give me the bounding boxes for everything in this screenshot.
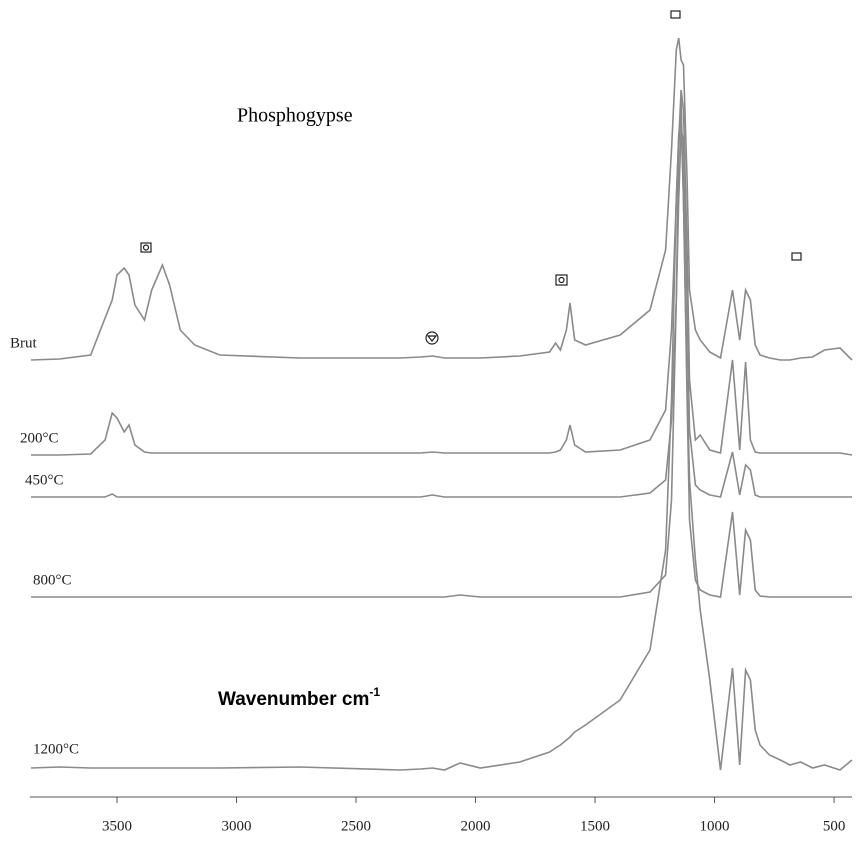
x-tick-label: 2500 bbox=[341, 818, 371, 834]
marker-icon bbox=[140, 242, 152, 253]
band-markers bbox=[140, 10, 802, 345]
marker-icon bbox=[670, 10, 681, 19]
series-label: 450°C bbox=[25, 472, 64, 488]
x-axis-label: Wavenumber cm-1 bbox=[218, 685, 380, 710]
series-label: 800°C bbox=[33, 572, 72, 588]
marker-icon bbox=[555, 274, 568, 286]
spectrum-line bbox=[31, 89, 853, 456]
x-tick-label: 2000 bbox=[461, 818, 491, 834]
spectrum-line bbox=[31, 129, 852, 498]
marker-icon bbox=[425, 331, 439, 345]
x-tick-label: 1500 bbox=[580, 818, 610, 834]
spectrum-line bbox=[30, 37, 853, 361]
chart-title: Phosphogypse bbox=[237, 105, 353, 127]
x-axis-label-text: Wavenumber cm bbox=[218, 689, 369, 710]
spectrum-line bbox=[31, 99, 852, 598]
x-tick-label: 3000 bbox=[222, 818, 252, 834]
marker-icon bbox=[558, 276, 565, 284]
series-label: 1200°C bbox=[33, 741, 79, 757]
x-tick-label: 1000 bbox=[700, 818, 730, 834]
x-tick-label: 500 bbox=[823, 818, 846, 834]
series-label: Brut bbox=[10, 335, 38, 351]
spectrum-line bbox=[30, 119, 853, 771]
marker-icon bbox=[791, 252, 802, 261]
x-axis-label-superscript: -1 bbox=[369, 685, 380, 699]
x-tick-label: 3500 bbox=[102, 818, 132, 834]
series-label: 200°C bbox=[20, 430, 59, 446]
marker-icon bbox=[426, 335, 438, 342]
marker-icon bbox=[142, 244, 150, 251]
